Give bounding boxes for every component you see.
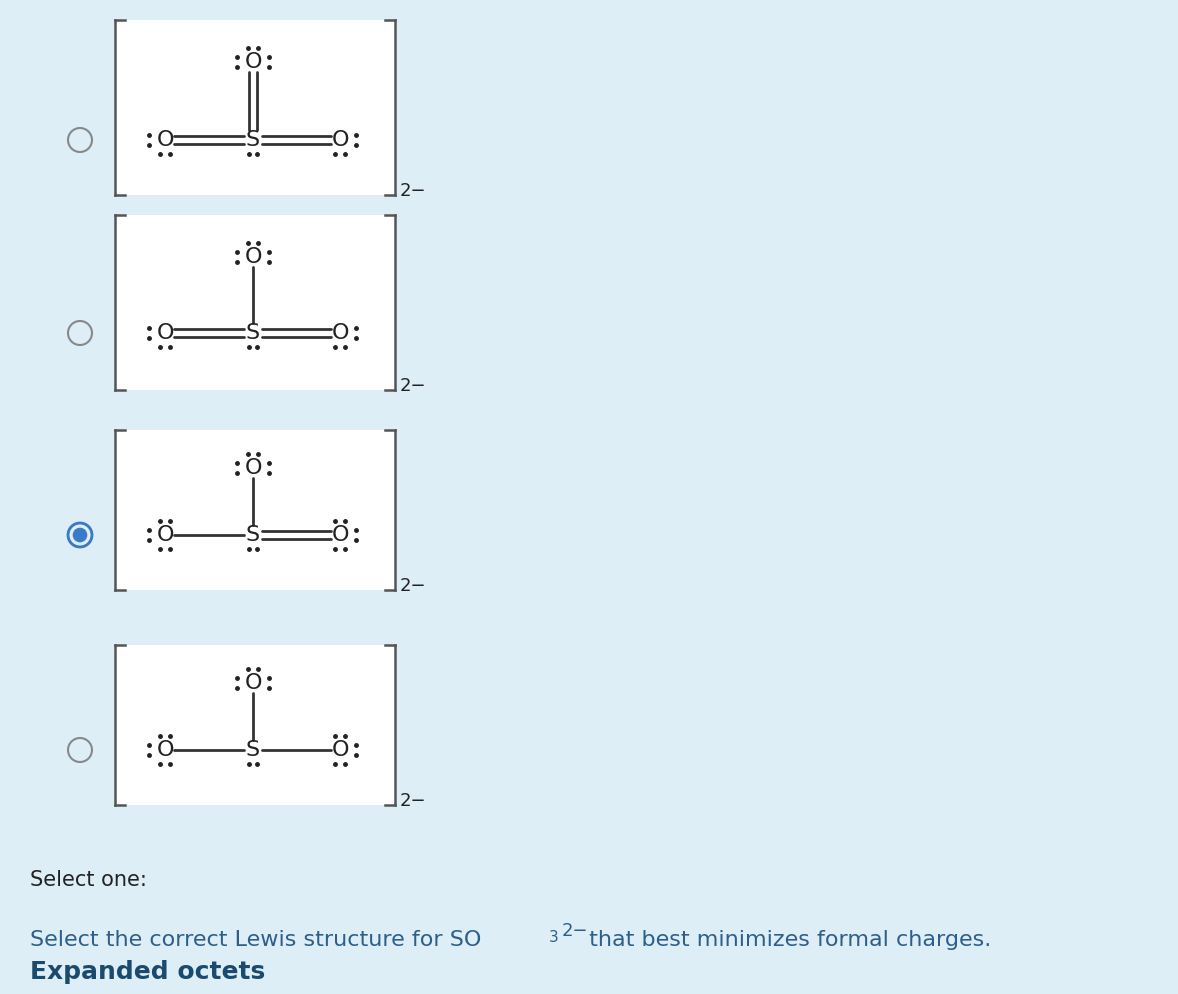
Text: O: O	[331, 323, 349, 343]
Text: O: O	[244, 458, 262, 478]
Text: O: O	[331, 525, 349, 545]
FancyBboxPatch shape	[115, 20, 395, 195]
FancyBboxPatch shape	[115, 645, 395, 805]
Text: S: S	[246, 323, 260, 343]
Text: O: O	[244, 247, 262, 267]
Text: S: S	[246, 740, 260, 760]
Text: 2−: 2−	[562, 922, 589, 940]
Text: 3: 3	[549, 930, 558, 945]
Text: Expanded octets: Expanded octets	[29, 960, 265, 984]
FancyBboxPatch shape	[115, 430, 395, 590]
Text: Select the correct Lewis structure for SO: Select the correct Lewis structure for S…	[29, 930, 482, 950]
Text: O: O	[331, 130, 349, 150]
Text: that best minimizes formal charges.: that best minimizes formal charges.	[582, 930, 991, 950]
FancyBboxPatch shape	[115, 215, 395, 390]
Text: O: O	[244, 52, 262, 72]
Text: O: O	[157, 323, 173, 343]
Text: O: O	[244, 673, 262, 693]
Text: O: O	[157, 525, 173, 545]
Text: 2−: 2−	[401, 182, 426, 200]
Text: O: O	[157, 740, 173, 760]
Text: S: S	[246, 525, 260, 545]
Text: Select one:: Select one:	[29, 870, 147, 890]
Text: O: O	[331, 740, 349, 760]
Circle shape	[73, 529, 87, 542]
Text: 2−: 2−	[401, 577, 426, 595]
Text: O: O	[157, 130, 173, 150]
Text: 2−: 2−	[401, 792, 426, 810]
Text: 2−: 2−	[401, 377, 426, 395]
Text: S: S	[246, 130, 260, 150]
